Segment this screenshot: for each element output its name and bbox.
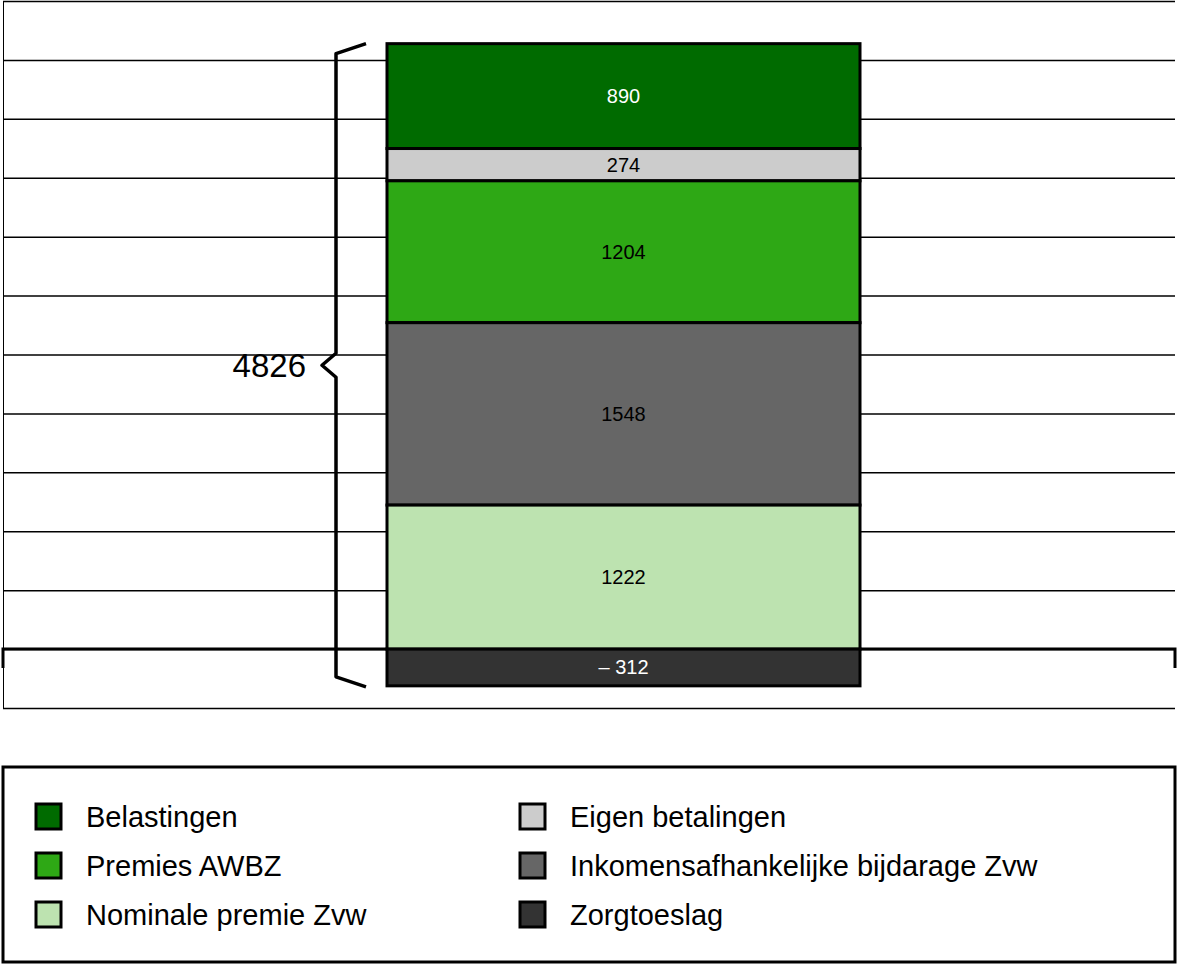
y-axis-line <box>4 2 1176 709</box>
bar-segment <box>387 505 860 649</box>
tick <box>3 708 1175 709</box>
legend-label: Inkomensafhankelijke bijdarage Zvw <box>570 850 1039 882</box>
legend-box <box>3 767 1175 962</box>
annotation: 4826 <box>233 347 306 384</box>
legend-label: Eigen betalingen <box>570 801 786 833</box>
tick <box>3 1 1175 2</box>
legend-swatch <box>36 902 61 927</box>
legend-label: Belastingen <box>86 801 238 833</box>
y-axis <box>3 2 1175 709</box>
legend-swatch <box>520 853 545 878</box>
bar-segment <box>387 649 860 686</box>
grid-line <box>3 708 1175 710</box>
legend-swatch <box>36 853 61 878</box>
legend-label: Nominale premie Zvw <box>86 899 367 931</box>
legend-label: Zorgtoeslag <box>570 899 723 931</box>
data-labels: 890 274 1204 1548 1222 – 312 <box>598 85 648 678</box>
legend-swatch <box>36 804 61 829</box>
bar-segment <box>387 44 860 149</box>
brace <box>322 44 366 687</box>
data-label: 1222 <box>601 566 646 588</box>
legend: Belastingen Eigen betalingen Premies AWBZ I… <box>3 767 1175 962</box>
bars <box>387 44 860 686</box>
bar-segment <box>387 149 860 181</box>
data-label: 1548 <box>601 403 646 425</box>
legend-swatch <box>520 804 545 829</box>
grid-line <box>3 1 1175 3</box>
legend-swatch <box>520 902 545 927</box>
data-label: – 312 <box>598 656 648 678</box>
data-label: 890 <box>607 85 640 107</box>
data-label: 274 <box>607 154 640 176</box>
bar-segment <box>387 181 860 323</box>
data-label: 1204 <box>601 241 646 263</box>
bar-segment <box>387 323 860 505</box>
legend-label: Premies AWBZ <box>86 850 282 882</box>
chart: 890 274 1204 1548 1222 – 312 4826 Belastingen Ei… <box>0 0 1177 964</box>
